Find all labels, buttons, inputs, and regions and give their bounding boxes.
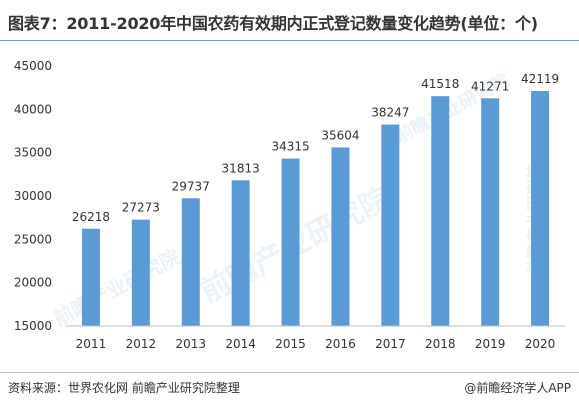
data-label: 41518 (421, 77, 459, 91)
x-axis: 2011 2012 2013 2014 2015 2016 2017 2018 2019 2020 (66, 325, 565, 351)
data-label: 27273 (122, 201, 160, 215)
x-tick-label: 2011 (76, 337, 107, 351)
bar (481, 98, 500, 327)
bar (431, 96, 450, 326)
x-tick-label: 2012 (126, 337, 157, 351)
x-tick-label: 2015 (275, 337, 306, 351)
x-tick-label: 2016 (325, 337, 356, 351)
y-tick-label: 45000 (14, 59, 52, 73)
chart-title: 图表7：2011-2020年中国农药有效期内正式登记数量变化趋势(单位：个) (8, 14, 538, 33)
data-label: 41271 (471, 79, 509, 93)
data-label: 29737 (172, 179, 210, 193)
y-tick-label: 25000 (14, 232, 52, 246)
x-tick-label: 2019 (475, 337, 506, 351)
brand-credit: @前瞻经济学人APP (464, 381, 571, 395)
data-label: 34315 (271, 140, 309, 154)
bar (81, 228, 100, 326)
y-tick-label: 30000 (14, 189, 52, 203)
title-divider (0, 40, 579, 41)
y-axis: 15000 20000 25000 30000 35000 40000 45000 (14, 59, 52, 333)
x-tick-label: 2017 (375, 337, 406, 351)
data-label: 35604 (321, 128, 359, 142)
title-bar: 图表7：2011-2020年中国农药有效期内正式登记数量变化趋势(单位：个) (0, 0, 579, 41)
bar-chart: 前瞻产业研究院前瞻产业研究院前瞻产业研究院前瞻产业研究院 15000200002… (14, 59, 565, 351)
y-tick-label: 40000 (14, 102, 52, 116)
y-tick-label: 20000 (14, 276, 52, 290)
data-label: 26218 (72, 210, 110, 224)
bar (281, 158, 300, 326)
bar (231, 180, 250, 326)
footer-divider (0, 372, 579, 373)
y-tick-label: 15000 (14, 319, 52, 333)
data-label: 38247 (371, 106, 409, 120)
data-label: 31813 (222, 161, 260, 175)
y-tick-label: 35000 (14, 146, 52, 160)
data-label: 42119 (521, 72, 559, 86)
bars (81, 90, 550, 327)
bar (531, 90, 550, 327)
bar (131, 219, 150, 326)
bar (381, 124, 400, 326)
x-tick-label: 2014 (225, 337, 256, 351)
x-tick-label: 2013 (175, 337, 206, 351)
watermark-text: 前瞻产业研究院 (49, 244, 184, 331)
bar (181, 198, 200, 326)
chart-area: 前瞻产业研究院前瞻产业研究院前瞻产业研究院前瞻产业研究院 15000200002… (0, 44, 579, 362)
source-note: 资料来源：世界农化网 前瞻产业研究院整理 (8, 381, 240, 395)
bar (331, 147, 350, 326)
x-tick-label: 2018 (425, 337, 456, 351)
x-tick-label: 2020 (525, 337, 556, 351)
data-labels: 26218 27273 29737 31813 34315 35604 38247 41518… (72, 72, 559, 224)
